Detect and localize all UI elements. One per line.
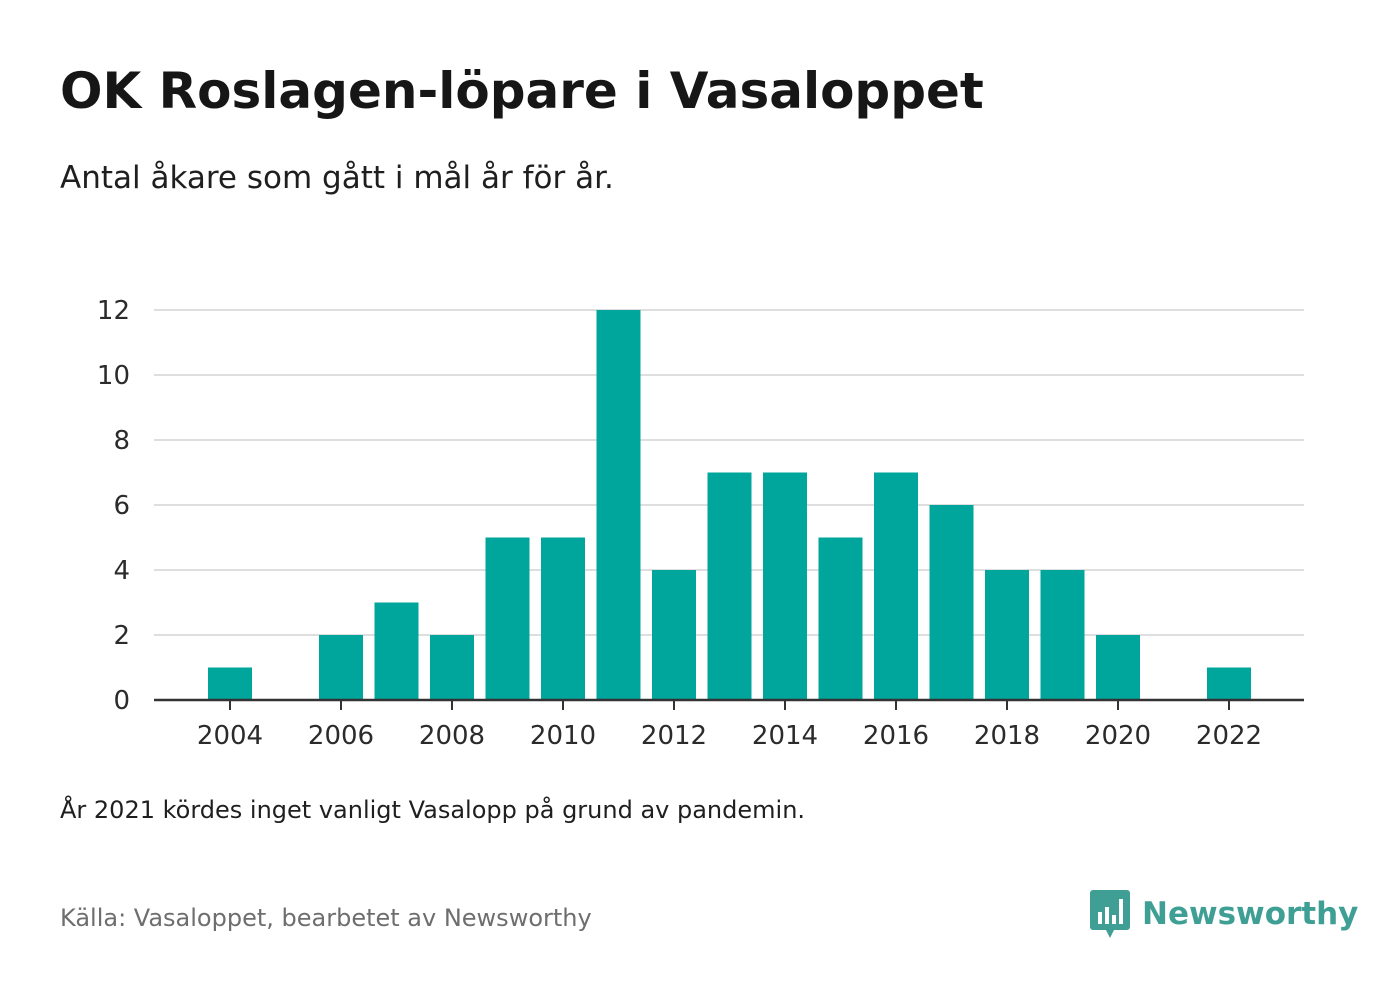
bar-2013 — [707, 472, 752, 700]
x-axis — [154, 698, 1304, 710]
bar-chart-speech-bubble-icon — [1090, 890, 1130, 938]
x-tick-label-2020: 2020 — [1085, 721, 1151, 751]
bar-2004 — [208, 667, 252, 700]
bar-2019 — [1040, 570, 1085, 700]
y-tick-label-6: 6 — [113, 491, 130, 521]
x-tick-label-2022: 2022 — [1196, 721, 1262, 751]
chart-title: OK Roslagen-löpare i Vasaloppet — [60, 62, 984, 120]
y-tick-label-4: 4 — [113, 556, 130, 586]
x-tick-label-2010: 2010 — [530, 721, 596, 751]
chart-subtitle: Antal åkare som gått i mål år för år. — [60, 160, 614, 196]
bars — [208, 310, 1251, 700]
bar-2017 — [929, 505, 974, 700]
bar-2014 — [763, 472, 807, 700]
bar-2006 — [319, 635, 363, 700]
bar-2011 — [596, 310, 641, 700]
y-tick-labels: 0 2 4 6 8 10 12 — [97, 296, 130, 716]
x-tick-label-2014: 2014 — [752, 721, 818, 751]
newsworthy-logo: Newsworthy — [1090, 890, 1358, 938]
y-tick-label-8: 8 — [113, 426, 130, 456]
bar-2016 — [874, 472, 918, 700]
y-tick-label-12: 12 — [97, 296, 130, 326]
x-tick-label-2008: 2008 — [419, 721, 485, 751]
y-tick-label-0: 0 — [113, 686, 130, 716]
x-tick-labels: 2004 2006 2008 2010 2012 2014 2016 2018 2020 2022 — [197, 721, 1262, 751]
x-tick-label-2016: 2016 — [863, 721, 929, 751]
bar-2009 — [485, 537, 530, 700]
bar-2007 — [374, 602, 419, 700]
x-tick-label-2006: 2006 — [308, 721, 374, 751]
bar-2010 — [541, 537, 585, 700]
source-note: Källa: Vasaloppet, bearbetet av Newswort… — [60, 904, 592, 932]
bar-2012 — [652, 570, 696, 700]
bar-2015 — [818, 537, 863, 700]
x-tick-label-2004: 2004 — [197, 721, 263, 751]
x-tick-label-2018: 2018 — [974, 721, 1040, 751]
bar-2020 — [1096, 635, 1140, 700]
x-tick-label-2012: 2012 — [641, 721, 707, 751]
y-tick-label-10: 10 — [97, 361, 130, 391]
footnote: År 2021 kördes inget vanligt Vasalopp på… — [60, 796, 806, 824]
bar-2008 — [430, 635, 474, 700]
bar-2022 — [1207, 667, 1251, 700]
brand-name: Newsworthy — [1142, 896, 1359, 932]
y-tick-label-2: 2 — [113, 621, 130, 651]
bar-2018 — [985, 570, 1029, 700]
